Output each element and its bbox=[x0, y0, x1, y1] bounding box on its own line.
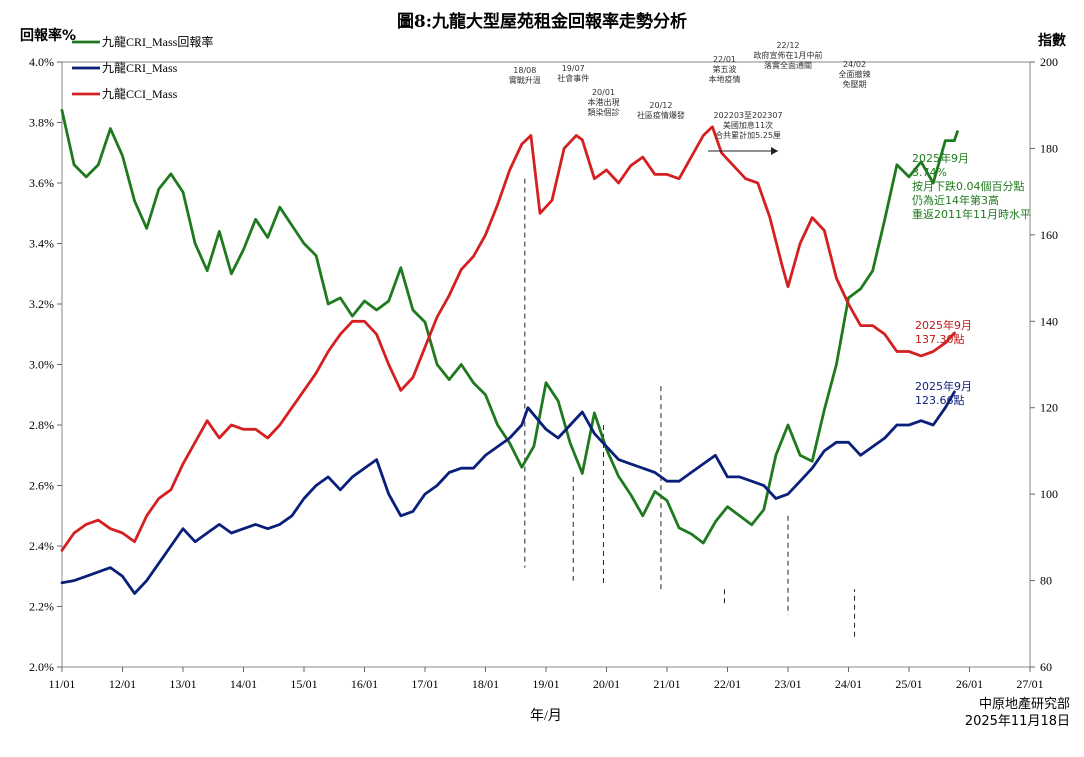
left-tick-label: 3.8% bbox=[29, 116, 54, 130]
left-tick-label: 3.6% bbox=[29, 176, 54, 190]
event-markers: 18/08 實戰升溫 19/07 社會事件 20/01 本港出現類染個診 20/12 社區疫情… bbox=[509, 41, 871, 637]
x-tick-label: 14/01 bbox=[230, 677, 257, 691]
left-tick-label: 2.2% bbox=[29, 600, 54, 614]
x-tick-label: 22/01 bbox=[714, 677, 741, 691]
left-tick-label: 2.8% bbox=[29, 418, 54, 432]
x-tick-label: 16/01 bbox=[351, 677, 378, 691]
plot-frame bbox=[61, 61, 1031, 668]
x-axis-title: 年/月 bbox=[530, 708, 562, 724]
source-text: 中原地產研究部 2025年11月18日 bbox=[965, 696, 1070, 729]
x-tick-label: 18/01 bbox=[472, 677, 499, 691]
left-tick-label: 3.0% bbox=[29, 358, 54, 372]
annotations: 202203至202307 美國加息11次合共累計加5.25厘 2025年9月 3.7… bbox=[708, 111, 1031, 407]
event-marker-label: 20/12 社區疫情爆發 bbox=[637, 101, 685, 120]
series-line bbox=[60, 109, 959, 545]
right-tick-label: 160 bbox=[1040, 228, 1058, 242]
left-y-axis: 2.0% 2.2% 2.4% 2.6% 2.8% 3.0% 3.2% 3.4% 3.6% 3.8%… bbox=[29, 55, 62, 674]
left-tick-label: 2.6% bbox=[29, 479, 54, 493]
x-tick-label: 20/01 bbox=[593, 677, 620, 691]
x-tick-label: 11/01 bbox=[49, 677, 76, 691]
x-tick-label: 19/01 bbox=[532, 677, 559, 691]
cri-return-note: 2025年9月 3.74%按月下跌0.04個百分點仍為近14年第3高重返2011年… bbox=[912, 151, 1031, 221]
x-tick-label: 21/01 bbox=[653, 677, 680, 691]
right-tick-label: 60 bbox=[1040, 660, 1052, 674]
left-tick-label: 3.2% bbox=[29, 297, 54, 311]
event-marker-label: 19/07 社會事件 bbox=[557, 64, 589, 83]
left-tick-label: 2.4% bbox=[29, 539, 54, 553]
chart-title: 圖8:九龍大型屋苑租金回報率走勢分析 bbox=[397, 11, 687, 32]
legend-label: 九龍CRI_Mass bbox=[102, 60, 178, 75]
x-tick-label: 15/01 bbox=[290, 677, 317, 691]
event-marker-label: 24/02 全面撤辣免壓期 bbox=[839, 60, 871, 89]
x-tick-label: 17/01 bbox=[411, 677, 438, 691]
plot-border bbox=[61, 61, 1031, 668]
x-tick-label: 26/01 bbox=[956, 677, 983, 691]
cci-note: 2025年9月 137.30點 bbox=[915, 318, 972, 346]
x-tick-label: 12/01 bbox=[109, 677, 136, 691]
event-marker-label: 20/01 本港出現類染個診 bbox=[587, 88, 619, 117]
left-axis-title: 回報率% bbox=[20, 27, 76, 44]
event-marker-label: 18/08 實戰升溫 bbox=[509, 66, 541, 85]
series-line bbox=[60, 390, 956, 595]
right-axis-title: 指數 bbox=[1038, 32, 1066, 49]
x-tick-label: 25/01 bbox=[895, 677, 922, 691]
series-lines bbox=[60, 109, 959, 595]
source-note: 中原地產研究部 2025年11月18日 bbox=[965, 696, 1070, 729]
arrow-head bbox=[771, 147, 778, 155]
interest-hike-note: 202203至202307 美國加息11次合共累計加5.25厘 bbox=[713, 111, 782, 140]
series-line bbox=[60, 125, 956, 552]
left-tick-label: 2.0% bbox=[29, 660, 54, 674]
event-marker-label: 22/12 政府宣佈在1月中前落實全面通關 bbox=[753, 41, 822, 70]
legend-label: 九龍CRI_Mass回報率 bbox=[102, 34, 213, 49]
left-tick-label: 3.4% bbox=[29, 237, 54, 251]
left-tick-label: 4.0% bbox=[29, 55, 54, 69]
x-tick-label: 24/01 bbox=[835, 677, 862, 691]
x-tick-label: 27/01 bbox=[1016, 677, 1043, 691]
event-marker-label: 22/01 第五波本地疫情 bbox=[708, 55, 740, 84]
x-tick-label: 13/01 bbox=[169, 677, 196, 691]
right-tick-label: 140 bbox=[1040, 314, 1058, 328]
right-tick-label: 180 bbox=[1040, 141, 1058, 155]
right-tick-label: 200 bbox=[1040, 55, 1058, 69]
right-tick-label: 80 bbox=[1040, 574, 1052, 588]
legend-label: 九龍CCI_Mass bbox=[102, 86, 178, 101]
cri-note: 2025年9月 123.66點 bbox=[915, 379, 972, 407]
right-tick-label: 100 bbox=[1040, 487, 1058, 501]
x-axis: 11/01 12/01 13/01 14/01 15/01 16/01 17/01 18/01… bbox=[49, 667, 1044, 691]
right-tick-label: 120 bbox=[1040, 401, 1058, 415]
right-y-axis: 60 80 100 120 140 160 180 200 bbox=[1030, 55, 1058, 674]
x-tick-label: 23/01 bbox=[774, 677, 801, 691]
